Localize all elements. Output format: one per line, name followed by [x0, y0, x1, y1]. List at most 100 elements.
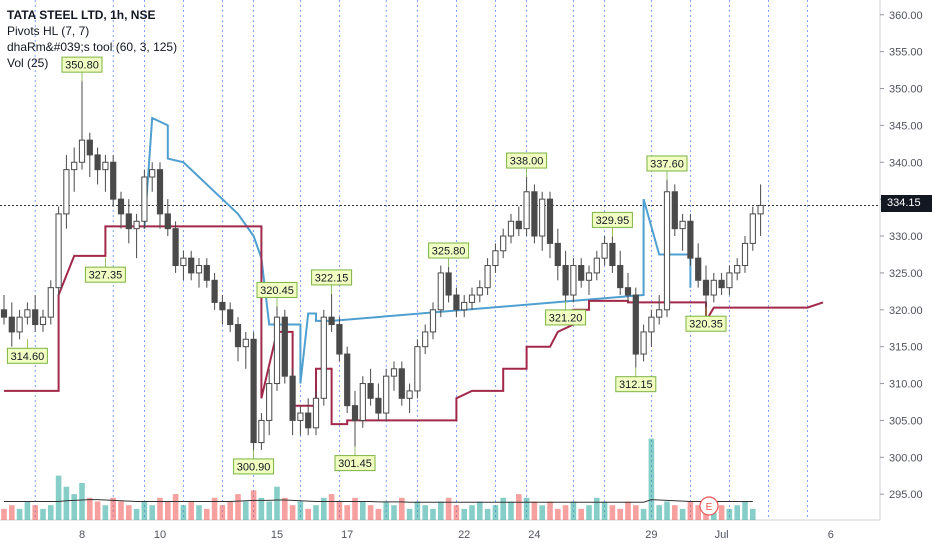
candle-body [445, 272, 452, 296]
legend-volume[interactable]: Vol (25) [7, 56, 49, 70]
x-tick-label: 22 [458, 529, 470, 541]
volume-bar [126, 505, 132, 520]
candle-body [234, 324, 242, 348]
volume-bar [500, 497, 506, 520]
candle-body [609, 242, 616, 267]
current-price-label: 334.15 [881, 195, 932, 212]
pivot-label-box [685, 315, 727, 332]
pivot-label: 350.80 [65, 60, 99, 72]
volume-bar [750, 508, 756, 520]
volume-bar [172, 494, 179, 520]
volume-bar [672, 505, 678, 520]
y-tick-label: 305.00 [889, 415, 923, 427]
volume-bar [718, 505, 725, 520]
volume-bar [321, 497, 327, 520]
y-tick-label: 315.00 [889, 342, 923, 354]
candle-body [320, 316, 327, 399]
volume-bar [297, 501, 304, 520]
candle-body [484, 265, 491, 289]
volume-ma-line [4, 499, 753, 503]
volume-bar [648, 438, 655, 520]
volume-bar [742, 501, 748, 520]
volume-bar [656, 505, 662, 520]
pivot-label: 325.80 [432, 246, 466, 258]
candle-body [695, 257, 702, 281]
pivot-label-box [646, 155, 688, 172]
pivot-label-box [84, 266, 126, 283]
volume-bar [305, 508, 311, 520]
candle-body [554, 242, 561, 267]
candle-body [351, 405, 359, 421]
pivot-label: 337.60 [650, 158, 684, 170]
volume-bar [461, 508, 467, 520]
legend-dharms-tool[interactable]: dhaRm&#039;s tool (60, 3, 125) [7, 40, 178, 54]
candle-body [258, 419, 265, 444]
candle-body [8, 316, 15, 333]
candle-body [749, 213, 756, 244]
pivot-label: 322.15 [315, 272, 349, 284]
volume-bar [328, 494, 335, 520]
volume-bar [586, 505, 592, 520]
volume-bar [640, 508, 647, 520]
candle-body [671, 191, 678, 230]
x-tick-label: 24 [528, 529, 540, 541]
volume-bar [48, 505, 54, 520]
candle-body [429, 309, 437, 333]
y-tick-label: 320.00 [889, 305, 923, 317]
volume-bar [609, 505, 616, 520]
legend-pivots-hl[interactable]: Pivots HL (7, 7) [7, 24, 90, 38]
volume-bar [711, 512, 717, 520]
pivot-label-box [311, 269, 353, 286]
volume-bar [1, 508, 7, 520]
symbol-title[interactable]: TATA STEEL LTD, 1h, NSE [7, 8, 156, 22]
volume-bar [32, 505, 38, 520]
candle-body [149, 169, 156, 178]
volume-bar [422, 505, 428, 520]
candle-body [195, 265, 203, 274]
candle-body [383, 375, 390, 414]
pivot-label-box [591, 211, 633, 228]
pivot-label-box [428, 242, 470, 259]
volume-bar [695, 505, 701, 520]
candle-body [406, 390, 413, 399]
candle-body [640, 331, 647, 355]
volume-bar [149, 505, 155, 520]
volume-bar [617, 508, 623, 520]
volume-bar [562, 505, 569, 520]
volume-bar [367, 505, 374, 520]
volume-bar [523, 497, 530, 520]
volume-bar [188, 501, 194, 520]
candle-body [47, 287, 54, 318]
volume-bar [516, 494, 522, 520]
volume-bar [625, 501, 631, 520]
pivot-label-box [545, 309, 587, 326]
candle-body [617, 265, 624, 289]
volume-bar [274, 486, 280, 520]
volume-bar [157, 497, 163, 520]
candle-body [546, 198, 554, 244]
candle-body [180, 257, 187, 267]
candle-body [250, 338, 257, 444]
candle-body [273, 316, 281, 385]
candle-body [141, 176, 148, 222]
candle-body [78, 139, 86, 163]
candle-body [110, 161, 117, 200]
candle-body [437, 272, 444, 311]
volume-bar [430, 508, 436, 520]
volume-bar [391, 505, 397, 520]
earnings-marker-icon [699, 496, 719, 516]
y-tick-label: 345.00 [889, 120, 923, 132]
y-tick-label: 325.00 [889, 268, 923, 280]
candle-body [531, 191, 538, 237]
candle-body [102, 161, 109, 171]
candle-body [578, 265, 585, 281]
earnings-marker-label: E [706, 502, 713, 513]
candle-body [593, 257, 600, 274]
volume-bar [289, 505, 296, 520]
volume-bar [547, 501, 553, 520]
volume-bar [16, 508, 23, 520]
volume-bar [40, 508, 46, 520]
volume-bar [360, 501, 366, 520]
candle-body [398, 368, 405, 399]
